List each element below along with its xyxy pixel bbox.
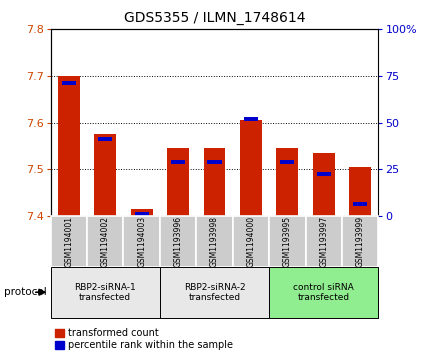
Text: control siRNA
transfected: control siRNA transfected xyxy=(293,282,354,302)
Legend: transformed count, percentile rank within the sample: transformed count, percentile rank withi… xyxy=(55,328,233,350)
Bar xyxy=(276,148,298,216)
Bar xyxy=(98,137,112,141)
Bar xyxy=(131,209,153,216)
Bar xyxy=(204,148,225,216)
Text: GSM1193999: GSM1193999 xyxy=(356,216,365,267)
Text: GSM1193996: GSM1193996 xyxy=(173,216,183,267)
Bar xyxy=(269,267,378,318)
Bar xyxy=(160,267,269,318)
Bar xyxy=(124,216,160,267)
Bar xyxy=(305,216,342,267)
Text: GSM1193995: GSM1193995 xyxy=(283,216,292,267)
Bar xyxy=(87,216,124,267)
Bar xyxy=(353,203,367,206)
Bar xyxy=(233,216,269,267)
Bar xyxy=(135,212,149,216)
Bar xyxy=(207,160,222,164)
Bar xyxy=(51,267,160,318)
Bar xyxy=(62,81,76,85)
Bar xyxy=(317,172,331,176)
Text: RBP2-siRNA-2
transfected: RBP2-siRNA-2 transfected xyxy=(183,282,246,302)
Bar xyxy=(51,216,87,267)
Bar xyxy=(171,160,185,164)
Bar xyxy=(160,216,196,267)
Title: GDS5355 / ILMN_1748614: GDS5355 / ILMN_1748614 xyxy=(124,11,305,25)
Text: GSM1194000: GSM1194000 xyxy=(246,216,256,267)
Text: GSM1193997: GSM1193997 xyxy=(319,216,328,267)
Bar xyxy=(269,216,305,267)
Text: protocol: protocol xyxy=(4,287,46,297)
Bar xyxy=(342,216,378,267)
Bar xyxy=(196,216,233,267)
Bar xyxy=(349,167,371,216)
Bar xyxy=(280,160,294,164)
Text: RBP2-siRNA-1
transfected: RBP2-siRNA-1 transfected xyxy=(74,282,136,302)
Bar xyxy=(244,117,258,121)
Bar xyxy=(313,153,335,216)
Bar xyxy=(58,76,80,216)
Text: GSM1194003: GSM1194003 xyxy=(137,216,146,267)
Bar xyxy=(94,134,116,216)
Text: GSM1194002: GSM1194002 xyxy=(101,216,110,267)
Text: GSM1193998: GSM1193998 xyxy=(210,216,219,267)
Bar xyxy=(240,120,262,216)
Text: GSM1194001: GSM1194001 xyxy=(64,216,73,267)
Bar xyxy=(167,148,189,216)
